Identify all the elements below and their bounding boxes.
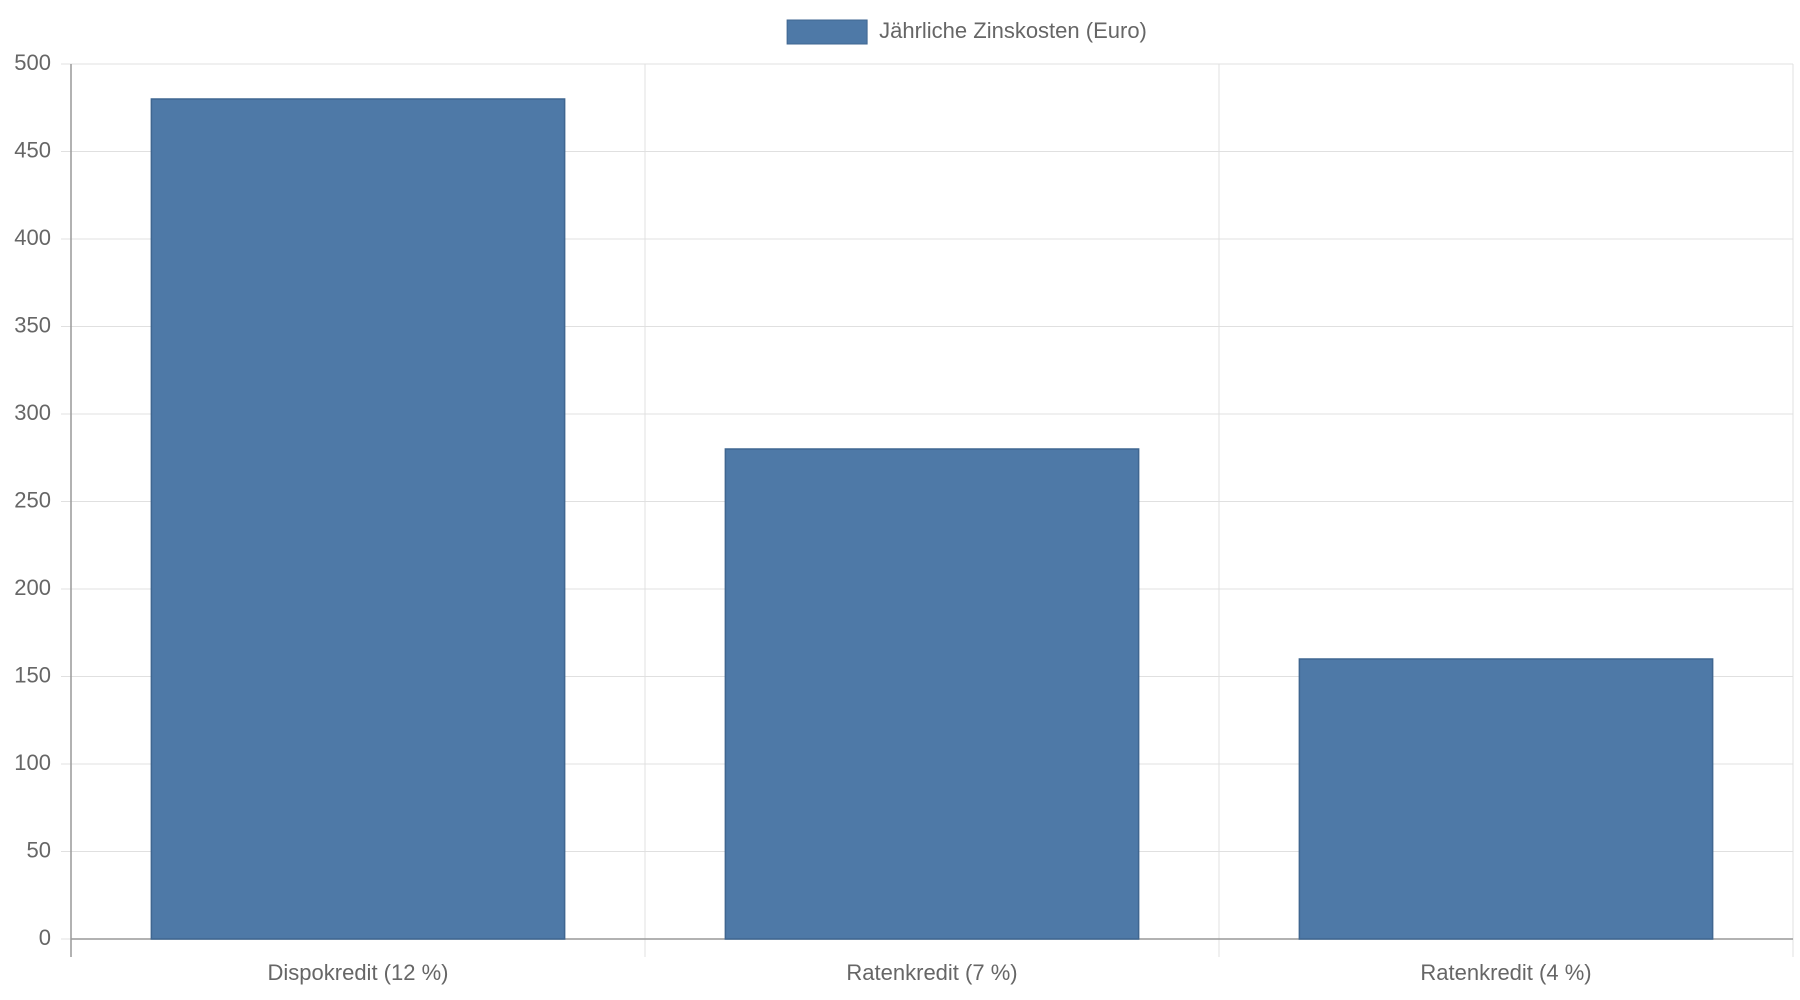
y-tick-label: 200 [14, 575, 51, 600]
y-tick-label: 500 [14, 50, 51, 75]
bar [724, 448, 1140, 940]
legend-label: Jährliche Zinskosten (Euro) [879, 18, 1147, 43]
bar [1298, 658, 1714, 940]
x-tick-label: Ratenkredit (7 %) [846, 960, 1017, 985]
y-tick-label: 0 [39, 925, 51, 950]
y-tick-label: 300 [14, 400, 51, 425]
y-tick-label: 250 [14, 487, 51, 512]
x-tick-label: Ratenkredit (4 %) [1420, 960, 1591, 985]
y-tick-label: 50 [27, 837, 51, 862]
y-tick-label: 400 [14, 225, 51, 250]
y-tick-label: 350 [14, 312, 51, 337]
y-tick-label: 150 [14, 662, 51, 687]
bar [150, 98, 566, 940]
y-tick-label: 100 [14, 750, 51, 775]
x-tick-label: Dispokredit (12 %) [268, 960, 449, 985]
legend-swatch [786, 19, 868, 45]
y-tick-label: 450 [14, 137, 51, 162]
